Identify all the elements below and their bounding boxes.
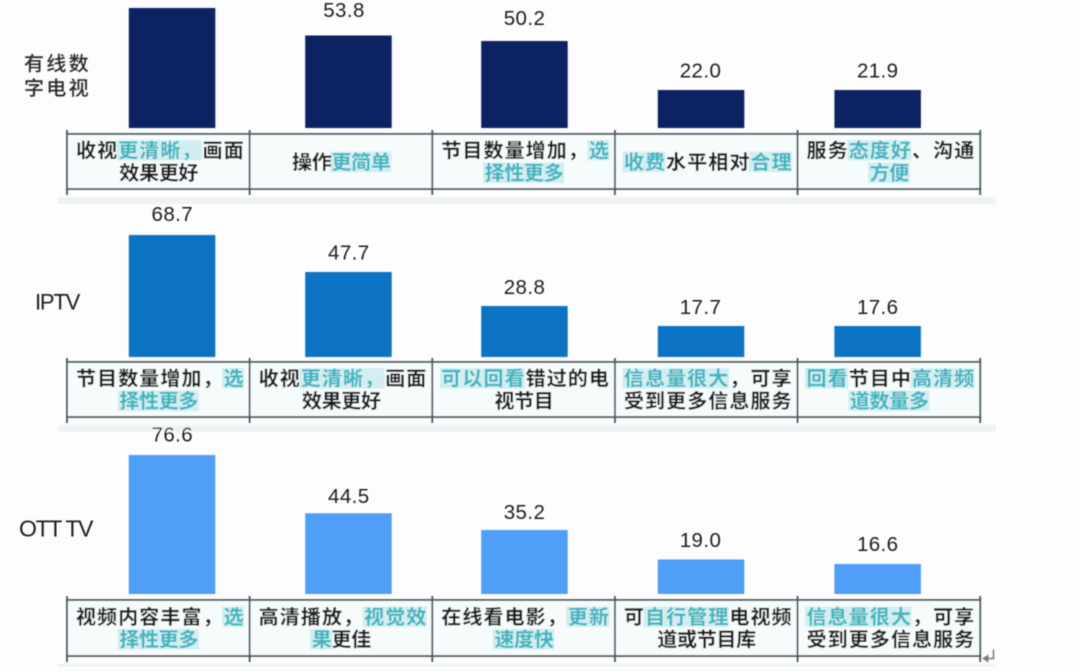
svg-text:50.2: 50.2: [504, 7, 546, 30]
svg-text:17.6: 17.6: [857, 296, 899, 319]
svg-text:21.9: 21.9: [857, 60, 899, 83]
svg-text:35.2: 35.2: [504, 501, 546, 524]
svg-text:76.6: 76.6: [152, 424, 194, 447]
svg-text:47.7: 47.7: [328, 242, 370, 265]
svg-text:22.0: 22.0: [680, 60, 722, 83]
svg-text:IPTV: IPTV: [35, 290, 81, 315]
svg-text:OTT TV: OTT TV: [19, 516, 94, 542]
svg-text:53.8: 53.8: [323, 0, 365, 22]
svg-text:68.7: 68.7: [152, 203, 194, 226]
svg-text:16.6: 16.6: [857, 533, 899, 556]
svg-text:17.7: 17.7: [680, 296, 722, 319]
svg-text:19.0: 19.0: [680, 529, 722, 552]
svg-text:28.8: 28.8: [504, 276, 546, 299]
svg-text:44.5: 44.5: [328, 485, 370, 508]
